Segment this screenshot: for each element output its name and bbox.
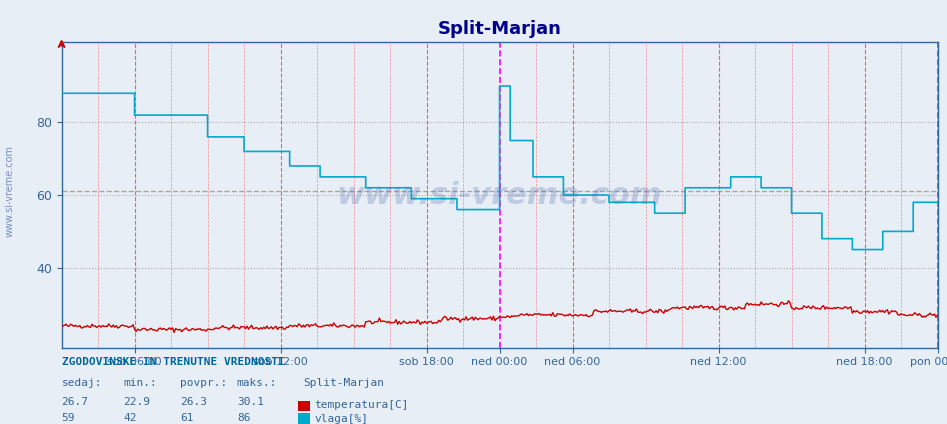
Text: temperatura[C]: temperatura[C] bbox=[314, 400, 409, 410]
Text: 26.3: 26.3 bbox=[180, 397, 207, 407]
Text: www.si-vreme.com: www.si-vreme.com bbox=[5, 145, 15, 237]
Text: 61: 61 bbox=[180, 413, 193, 423]
Text: Split-Marjan: Split-Marjan bbox=[303, 378, 384, 388]
Text: sedaj:: sedaj: bbox=[62, 378, 102, 388]
Text: min.:: min.: bbox=[123, 378, 157, 388]
Text: www.si-vreme.com: www.si-vreme.com bbox=[337, 181, 662, 209]
Text: 59: 59 bbox=[62, 413, 75, 423]
Text: 26.7: 26.7 bbox=[62, 397, 89, 407]
Text: 30.1: 30.1 bbox=[237, 397, 264, 407]
Text: povpr.:: povpr.: bbox=[180, 378, 227, 388]
Text: 22.9: 22.9 bbox=[123, 397, 151, 407]
Text: ZGODOVINSKE IN TRENUTNE VREDNOSTI: ZGODOVINSKE IN TRENUTNE VREDNOSTI bbox=[62, 357, 284, 367]
Text: 42: 42 bbox=[123, 413, 136, 423]
Text: vlaga[%]: vlaga[%] bbox=[314, 414, 368, 424]
Text: 86: 86 bbox=[237, 413, 250, 423]
Text: maks.:: maks.: bbox=[237, 378, 277, 388]
Title: Split-Marjan: Split-Marjan bbox=[438, 20, 562, 38]
